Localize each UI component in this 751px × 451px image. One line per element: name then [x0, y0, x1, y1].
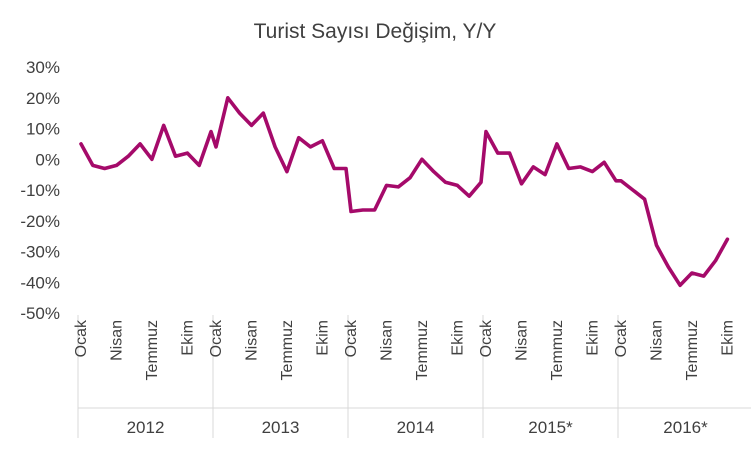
data-point: [631, 189, 634, 192]
data-point: [210, 130, 213, 133]
data-point: [508, 152, 511, 155]
data-point: [456, 184, 459, 187]
data-point: [285, 170, 288, 173]
y-tick-label: 0%: [35, 150, 60, 169]
x-tick-label: Ocak: [343, 319, 360, 357]
x-tick-label: Temmuz: [144, 320, 161, 380]
x-tick-label: Ekim: [449, 320, 466, 356]
chart-title: Turist Sayısı Değişim, Y/Y: [254, 20, 497, 43]
x-tick-label: Nisan: [513, 320, 530, 361]
x-tick-label: Ekim: [314, 320, 331, 356]
data-point: [690, 272, 693, 275]
data-point: [603, 161, 606, 164]
data-point: [591, 170, 594, 173]
data-point: [468, 195, 471, 198]
data-point: [485, 130, 488, 133]
x-tick-label: Ekim: [719, 320, 736, 356]
data-point: [250, 124, 253, 127]
year-label: 2014: [397, 418, 435, 437]
data-point: [397, 185, 400, 188]
data-point: [198, 164, 201, 167]
x-tick-label: Temmuz: [684, 320, 701, 380]
data-point: [520, 182, 523, 185]
data-point: [91, 164, 94, 167]
y-tick-label: 20%: [26, 89, 60, 108]
data-point: [702, 275, 705, 278]
data-point: [103, 167, 106, 170]
x-tick-label: Ocak: [613, 319, 630, 357]
data-point: [215, 145, 218, 148]
data-point: [350, 210, 353, 213]
data-point: [667, 265, 670, 268]
data-point: [714, 259, 717, 262]
data-point: [345, 167, 348, 170]
x-tick-label: Ekim: [584, 320, 601, 356]
data-point: [150, 158, 153, 161]
y-tick-label: -30%: [20, 243, 60, 262]
y-tick-label: -10%: [20, 181, 60, 200]
data-point: [444, 181, 447, 184]
year-label: 2012: [127, 418, 165, 437]
y-tick-label: 10%: [26, 120, 60, 139]
x-tick-label: Nisan: [243, 320, 260, 361]
data-point: [385, 184, 388, 187]
data-point: [127, 155, 130, 158]
data-point: [615, 179, 618, 182]
data-point: [555, 142, 558, 145]
data-point: [80, 142, 83, 145]
x-tick-label: Nisan: [378, 320, 395, 361]
data-point: [226, 96, 229, 99]
data-point: [579, 165, 582, 168]
year-label: 2015*: [528, 418, 573, 437]
y-tick-label: -20%: [20, 212, 60, 231]
data-point: [480, 181, 483, 184]
y-tick-label: 30%: [26, 58, 60, 77]
data-point: [186, 152, 189, 155]
data-point: [115, 164, 118, 167]
x-tick-label: Temmuz: [549, 320, 566, 380]
data-point: [139, 142, 142, 145]
year-label: 2016*: [663, 418, 708, 437]
data-point: [620, 179, 623, 182]
data-point: [321, 139, 324, 142]
data-point: [643, 198, 646, 201]
x-tick-label: Nisan: [108, 320, 125, 361]
data-point: [361, 209, 364, 212]
x-axis: Ocak Nisan Temmuz Ekim 2012 Ocak Nisan Temmuz Ek…: [73, 315, 751, 438]
plot-area: [79, 96, 730, 288]
y-tick-label: -50%: [20, 304, 60, 323]
x-tick-label: Temmuz: [279, 320, 296, 380]
data-point: [567, 167, 570, 170]
data-point: [297, 136, 300, 139]
data-point: [532, 165, 535, 168]
x-tick-label: Ocak: [208, 319, 225, 357]
year-label: 2013: [262, 418, 300, 437]
data-point: [432, 170, 435, 173]
x-tick-label: Ocak: [478, 319, 495, 357]
data-point: [238, 112, 241, 115]
data-point: [496, 152, 499, 155]
data-point: [655, 244, 658, 247]
data-point: [174, 155, 177, 158]
x-tick-label: Temmuz: [414, 320, 431, 380]
x-tick-label: Nisan: [648, 320, 665, 361]
data-point: [544, 173, 547, 176]
data-point: [373, 209, 376, 212]
data-point: [679, 284, 682, 287]
series-line: [79, 96, 730, 288]
data-point: [262, 112, 265, 115]
data-point: [162, 124, 165, 127]
data-point: [274, 145, 277, 148]
data-point: [309, 145, 312, 148]
x-tick-label: Ocak: [73, 319, 90, 357]
y-axis: 30% 20% 10% 0% -10% -20% -30% -40% -50%: [20, 58, 60, 323]
data-point: [409, 176, 412, 179]
x-tick-label: Ekim: [179, 320, 196, 356]
data-point: [726, 238, 729, 241]
y-tick-label: -40%: [20, 273, 60, 292]
data-point: [420, 158, 423, 161]
data-point: [333, 167, 336, 170]
